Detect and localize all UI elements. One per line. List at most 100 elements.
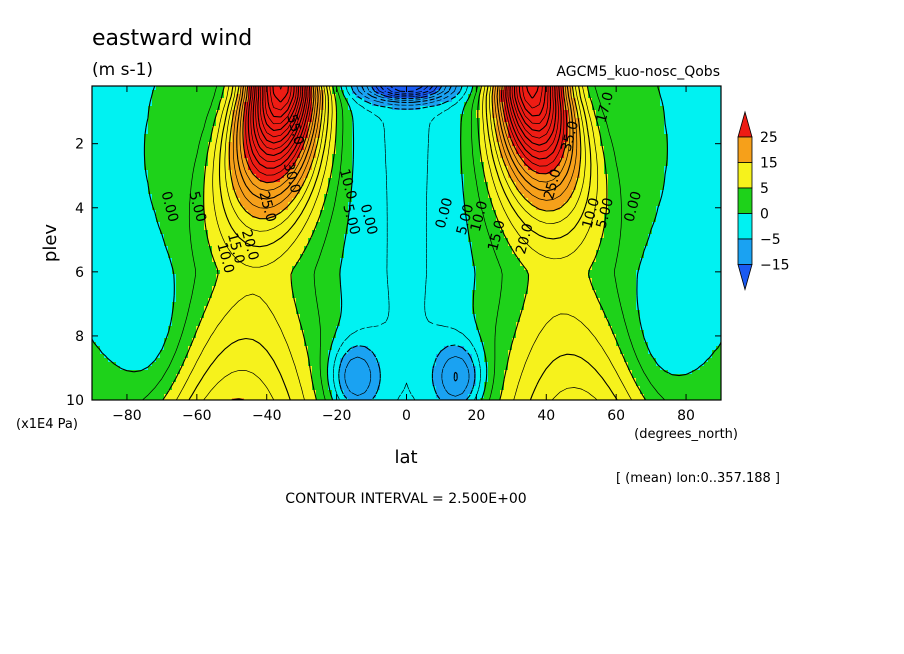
field-cell	[620, 110, 625, 115]
field-cell	[356, 130, 361, 135]
field-cell	[272, 150, 277, 155]
field-cell	[696, 194, 701, 199]
field-cell	[264, 106, 269, 111]
field-cell	[236, 182, 241, 187]
field-cell	[492, 190, 497, 195]
field-cell	[116, 118, 121, 123]
field-cell	[660, 86, 665, 91]
field-cell	[308, 146, 313, 151]
field-cell	[636, 122, 641, 127]
field-cell	[120, 194, 125, 199]
field-cell	[216, 162, 221, 167]
field-cell	[500, 146, 505, 151]
field-cell	[432, 122, 437, 127]
field-cell	[184, 182, 189, 187]
field-cell	[492, 166, 497, 171]
field-cell	[232, 158, 237, 163]
field-cell	[612, 126, 617, 131]
field-cell	[440, 106, 445, 111]
field-cell	[156, 178, 161, 183]
field-cell	[92, 166, 97, 171]
field-cell	[532, 190, 537, 195]
field-cell	[256, 210, 261, 215]
field-cell	[468, 190, 473, 195]
field-cell	[384, 130, 389, 135]
field-cell	[600, 134, 605, 139]
field-cell	[628, 114, 633, 119]
field-cell	[532, 86, 537, 91]
field-cell	[640, 150, 645, 155]
field-cell	[272, 90, 277, 95]
field-cell	[164, 134, 169, 139]
field-cell	[180, 182, 185, 187]
field-cell	[472, 94, 477, 99]
field-cell	[616, 150, 621, 155]
field-cell	[588, 122, 593, 127]
field-cell	[456, 194, 461, 199]
field-cell	[688, 86, 693, 91]
field-cell	[644, 130, 649, 135]
field-cell	[96, 106, 101, 111]
field-cell	[156, 182, 161, 187]
field-cell	[460, 138, 465, 143]
field-cell	[404, 122, 409, 127]
field-cell	[360, 118, 365, 123]
field-cell	[264, 126, 269, 131]
field-cell	[688, 174, 693, 179]
field-cell	[612, 110, 617, 115]
field-cell	[328, 118, 333, 123]
field-cell	[372, 154, 377, 159]
field-cell	[236, 98, 241, 103]
field-cell	[108, 110, 113, 115]
field-cell	[240, 146, 245, 151]
field-cell	[160, 126, 165, 131]
field-cell	[396, 90, 401, 95]
field-cell	[444, 118, 449, 123]
field-cell	[92, 130, 97, 135]
field-cell	[632, 110, 637, 115]
field-cell	[112, 142, 117, 147]
field-cell	[284, 166, 289, 171]
field-cell	[228, 90, 233, 95]
field-cell	[392, 202, 397, 207]
field-cell	[228, 118, 233, 123]
field-cell	[180, 198, 185, 203]
field-cell	[464, 138, 469, 143]
field-cell	[320, 114, 325, 119]
field-cell	[448, 194, 453, 199]
field-cell	[224, 106, 229, 111]
field-cell	[424, 130, 429, 135]
field-cell	[668, 146, 673, 151]
field-cell	[532, 130, 537, 135]
field-cell	[696, 146, 701, 151]
field-cell	[536, 174, 541, 179]
field-cell	[656, 118, 661, 123]
field-cell	[692, 190, 697, 195]
field-cell	[184, 106, 189, 111]
field-cell	[476, 166, 481, 171]
field-cell	[656, 126, 661, 131]
field-cell	[404, 110, 409, 115]
field-cell	[492, 158, 497, 163]
field-cell	[460, 162, 465, 167]
field-cell	[716, 194, 721, 199]
field-cell	[380, 210, 385, 215]
field-cell	[552, 110, 557, 115]
field-cell	[352, 138, 357, 143]
field-cell	[608, 110, 613, 115]
field-cell	[268, 122, 273, 127]
field-cell	[388, 190, 393, 195]
field-cell	[116, 198, 121, 203]
field-cell	[580, 154, 585, 159]
field-cell	[432, 90, 437, 95]
field-cell	[564, 102, 569, 107]
field-cell	[552, 86, 557, 91]
field-cell	[224, 86, 229, 91]
field-cell	[112, 86, 117, 91]
field-cell	[524, 138, 529, 143]
field-cell	[96, 198, 101, 203]
field-cell	[712, 182, 717, 187]
field-cell	[128, 210, 133, 215]
field-cell	[168, 182, 173, 187]
field-cell	[664, 206, 669, 211]
